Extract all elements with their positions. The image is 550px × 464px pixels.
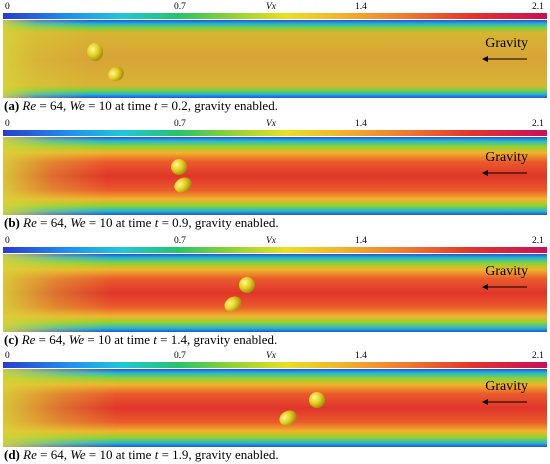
flow-channel [3, 20, 547, 98]
colorbar-tick-2.1: 2.1 [532, 236, 544, 246]
colorbar-variable: Vx [266, 119, 277, 129]
panel-caption: (a) Re = 64, We = 10 at time t = 0.2, gr… [4, 98, 278, 113]
colorbar-tick-1.4: 1.4 [355, 236, 367, 246]
gravity-label: Gravity [485, 150, 528, 165]
colorbar-tick-2.1: 2.1 [532, 351, 544, 361]
colorbar [3, 130, 547, 136]
droplet-2 [108, 66, 124, 82]
colorbar-tick-0: 0 [5, 351, 10, 361]
flow-channel [3, 369, 547, 447]
droplet-1 [239, 277, 255, 293]
colorbar [3, 247, 547, 253]
droplet-2 [279, 410, 297, 426]
panel-caption: (b) Re = 64, We = 10 at time t = 0.9, gr… [4, 215, 279, 230]
colorbar-tick-2.1: 2.1 [532, 119, 544, 129]
colorbar-tick-0.7: 0.7 [174, 119, 186, 129]
gravity-label: Gravity [485, 379, 528, 394]
flow-field-inlet [3, 137, 547, 215]
colorbar-labels: 0 0.7 Vx 1.4 2.1 [0, 236, 550, 248]
panel-caption: (c) Re = 64, We = 10 at time t = 1.4, gr… [4, 332, 278, 347]
droplet-1 [171, 159, 187, 175]
colorbar [3, 13, 547, 19]
colorbar-tick-1.4: 1.4 [355, 2, 367, 12]
gravity-arrow-icon [482, 56, 527, 62]
gravity-arrow-icon [482, 399, 527, 405]
colorbar-tick-0.7: 0.7 [174, 236, 186, 246]
panel-caption: (d) Re = 64, We = 10 at time t = 1.9, gr… [4, 447, 279, 462]
gravity-arrow-icon [482, 284, 527, 290]
flow-field-inlet [3, 369, 547, 447]
velocity-field [3, 137, 547, 215]
colorbar-labels: 0 0.7 Vx 1.4 2.1 [0, 2, 550, 14]
colorbar-tick-0.7: 0.7 [174, 351, 186, 361]
flow-channel [3, 137, 547, 215]
colorbar-tick-1.4: 1.4 [355, 119, 367, 129]
gravity-label: Gravity [485, 36, 528, 51]
colorbar-tick-0: 0 [5, 236, 10, 246]
colorbar [3, 362, 547, 368]
droplet-2 [224, 296, 242, 312]
colorbar-tick-0.7: 0.7 [174, 2, 186, 12]
flow-channel [3, 254, 547, 332]
velocity-field [3, 254, 547, 332]
gravity-label: Gravity [485, 264, 528, 279]
velocity-field [3, 20, 547, 98]
colorbar-tick-0: 0 [5, 2, 10, 12]
colorbar-labels: 0 0.7 Vx 1.4 2.1 [0, 119, 550, 131]
droplet-2 [174, 177, 192, 193]
colorbar-tick-1.4: 1.4 [355, 351, 367, 361]
velocity-field [3, 369, 547, 447]
colorbar-variable: Vx [266, 351, 277, 361]
droplet-1 [309, 392, 325, 408]
colorbar-labels: 0 0.7 Vx 1.4 2.1 [0, 351, 550, 363]
flow-field-inlet [3, 20, 547, 98]
colorbar-tick-2.1: 2.1 [532, 2, 544, 12]
flow-field-inlet [3, 254, 547, 332]
colorbar-variable: Vx [266, 2, 277, 12]
colorbar-variable: Vx [266, 236, 277, 246]
droplet-1 [87, 43, 103, 61]
gravity-arrow-icon [482, 170, 527, 176]
colorbar-tick-0: 0 [5, 119, 10, 129]
